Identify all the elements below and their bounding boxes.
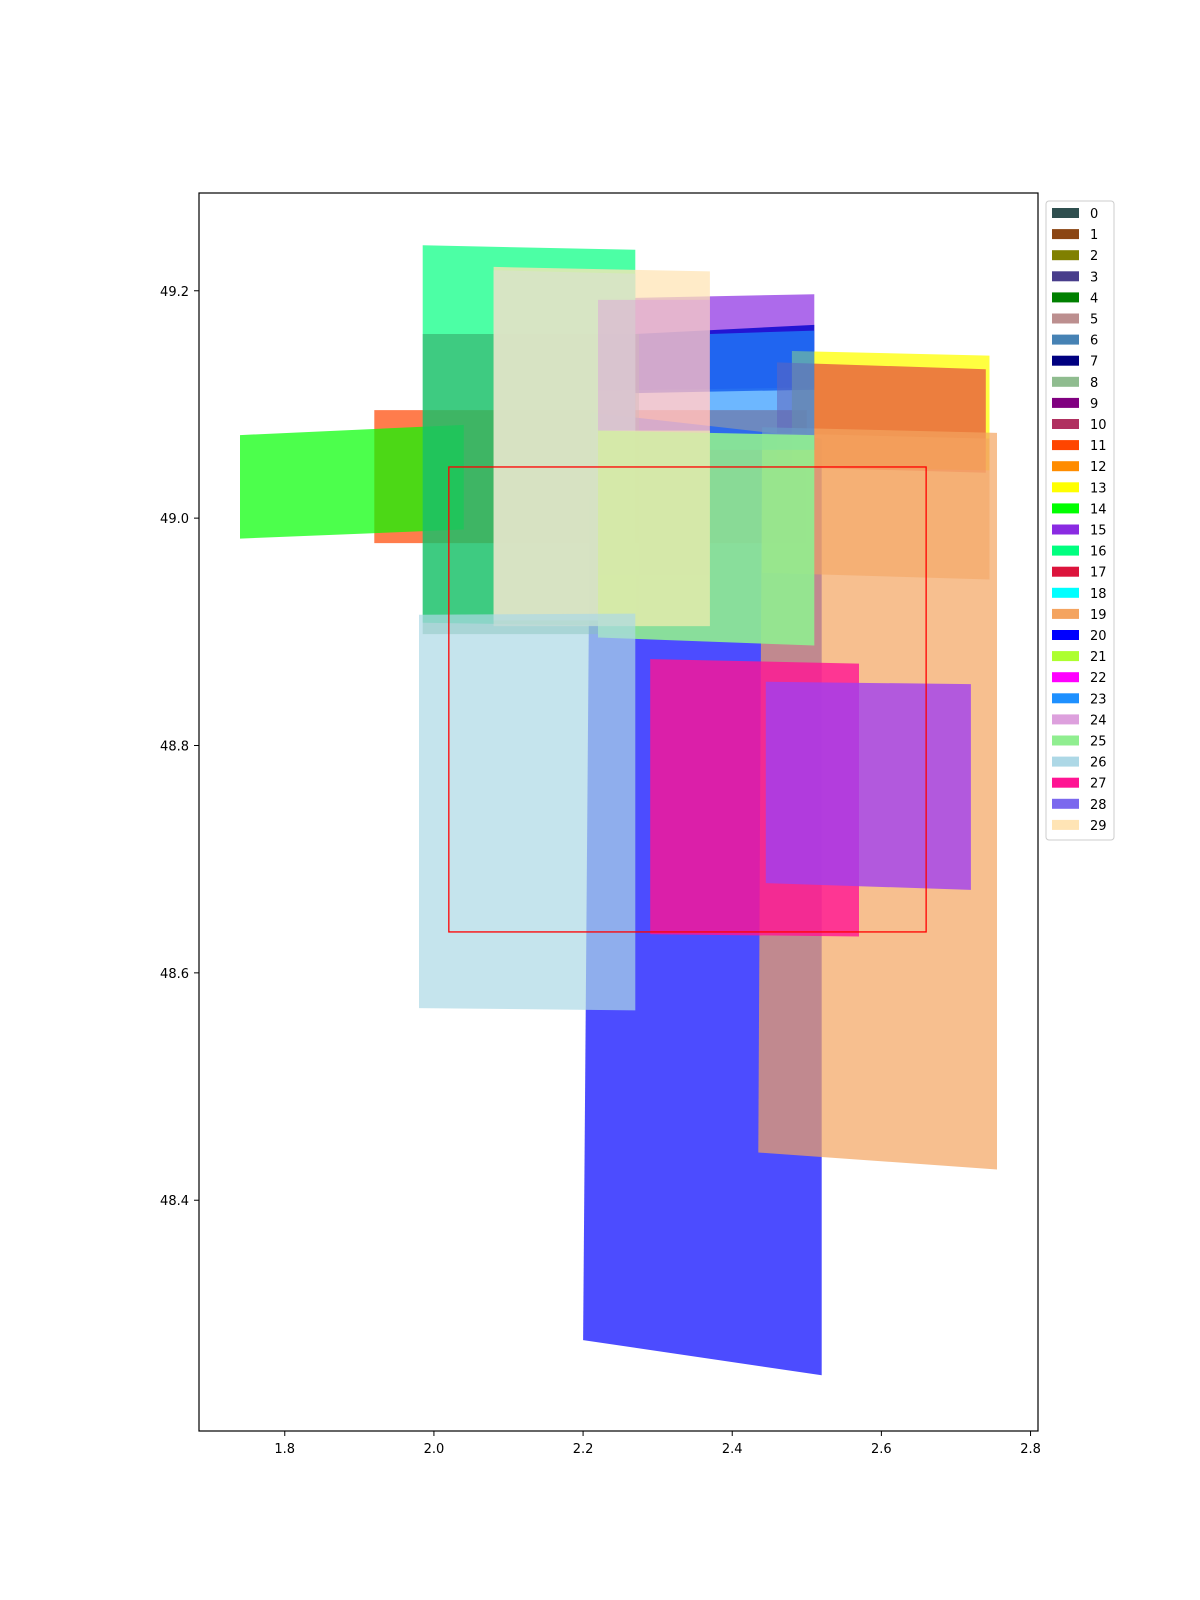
- legend-swatch: [1052, 271, 1079, 282]
- y-axis-ticks: 48.4 48.6 48.8 49.0 49.2: [160, 285, 199, 1209]
- plot-shapes: [240, 245, 997, 1376]
- legend-label: 0: [1090, 207, 1098, 222]
- shape-violet-block: [765, 681, 971, 890]
- legend-label: 2: [1090, 249, 1098, 264]
- legend-label: 19: [1090, 608, 1107, 623]
- legend-swatch: [1052, 229, 1079, 240]
- legend-label: 15: [1090, 524, 1107, 539]
- legend-label: 8: [1090, 376, 1098, 391]
- legend-swatch: [1052, 630, 1079, 640]
- legend-swatch: [1052, 397, 1079, 408]
- y-tick-label: 48.4: [160, 1194, 189, 1209]
- x-tick-label: 2.6: [871, 1442, 892, 1457]
- legend-swatch: [1052, 208, 1079, 218]
- x-tick-label: 1.8: [274, 1442, 295, 1457]
- legend-swatch: [1052, 756, 1079, 767]
- legend-label: 26: [1090, 756, 1107, 771]
- legend-swatch: [1052, 355, 1079, 366]
- legend-label: 20: [1090, 629, 1107, 644]
- y-tick-label: 48.6: [160, 967, 189, 982]
- legend-label: 22: [1090, 671, 1107, 686]
- legend-label: 11: [1090, 439, 1107, 454]
- legend-label: 3: [1090, 270, 1098, 285]
- x-tick-label: 2.0: [424, 1442, 445, 1457]
- legend-label: 7: [1090, 355, 1098, 370]
- legend-label: 24: [1090, 713, 1107, 728]
- legend-swatch: [1052, 482, 1079, 493]
- y-tick-label: 49.2: [160, 285, 189, 300]
- legend-label: 21: [1090, 650, 1107, 665]
- bbox-red-outline: [448, 466, 927, 933]
- x-tick-label: 2.4: [722, 1442, 743, 1457]
- legend-swatch: [1052, 672, 1079, 683]
- legend-swatch: [1052, 250, 1079, 261]
- legend-label: 13: [1090, 481, 1107, 496]
- shape-light-blue-tall: [419, 613, 636, 1011]
- shape-pale-yellow: [598, 430, 710, 627]
- legend-swatch: [1052, 608, 1079, 619]
- shape-sandy-mid: [762, 432, 990, 580]
- legend-swatch: [1052, 419, 1079, 429]
- legend-label: 23: [1090, 692, 1107, 707]
- legend-swatch: [1052, 440, 1079, 451]
- legend-swatch: [1052, 693, 1079, 704]
- x-axis-ticks: 1.8 2.0 2.2 2.4 2.6 2.8: [274, 1431, 1041, 1457]
- legend-label: 17: [1090, 566, 1107, 581]
- legend-label: 16: [1090, 545, 1107, 560]
- legend-label: 12: [1090, 460, 1107, 475]
- legend-swatch: [1052, 651, 1079, 662]
- legend-swatch: [1052, 587, 1079, 598]
- legend-swatch: [1052, 819, 1079, 830]
- legend-label: 5: [1090, 313, 1098, 328]
- y-tick-label: 48.8: [160, 739, 189, 754]
- legend-swatch: [1052, 735, 1079, 746]
- axes-frame: [198, 192, 1039, 1432]
- legend-swatch: [1052, 714, 1079, 725]
- legend-label: 4: [1090, 291, 1098, 306]
- legend-swatch: [1052, 777, 1079, 788]
- legend-label: 6: [1090, 334, 1098, 349]
- legend-swatch: [1052, 545, 1079, 556]
- legend-label: 10: [1090, 418, 1107, 433]
- legend-swatch: [1052, 503, 1079, 514]
- legend-swatch: [1052, 376, 1079, 387]
- legend-label: 9: [1090, 397, 1098, 412]
- legend-label: 29: [1090, 819, 1107, 834]
- x-tick-label: 2.8: [1020, 1442, 1041, 1457]
- legend: 0123456789101112131415161718192021222324…: [1045, 200, 1115, 841]
- legend-label: 1: [1090, 228, 1098, 243]
- shape-green-quad: [240, 424, 464, 539]
- legend-swatch: [1052, 461, 1079, 472]
- legend-label: 25: [1090, 735, 1107, 750]
- legend-label: 28: [1090, 798, 1107, 813]
- legend-label: 27: [1090, 777, 1107, 792]
- legend-swatch: [1052, 798, 1079, 809]
- legend-swatch: [1052, 566, 1079, 577]
- legend-swatch: [1052, 524, 1079, 535]
- legend-swatch: [1052, 292, 1079, 303]
- legend-label: 18: [1090, 587, 1107, 602]
- y-tick-label: 49.0: [160, 512, 189, 527]
- bbox-layer: [448, 466, 927, 933]
- legend-label: 14: [1090, 502, 1107, 517]
- shape-sky-blue-block: [709, 330, 815, 450]
- legend-swatch: [1052, 334, 1079, 345]
- legend-swatch: [1052, 313, 1079, 324]
- x-tick-label: 2.2: [573, 1442, 594, 1457]
